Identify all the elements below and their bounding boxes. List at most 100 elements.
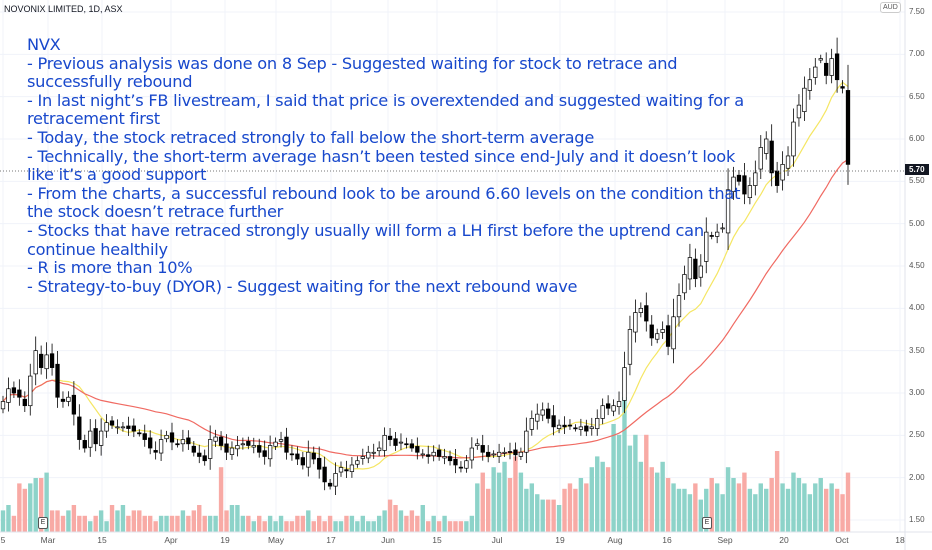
candle-body bbox=[191, 445, 196, 453]
volume-bar bbox=[475, 483, 480, 532]
candle-body bbox=[180, 439, 186, 445]
candle-body bbox=[284, 436, 289, 453]
volume-bar bbox=[355, 521, 360, 532]
volume-bar bbox=[682, 488, 687, 532]
moving-average-line bbox=[2, 158, 849, 459]
current-price-label: 5.70 bbox=[905, 164, 929, 175]
candle-body bbox=[22, 398, 27, 407]
candle-body bbox=[524, 430, 529, 453]
volume-bar bbox=[769, 478, 774, 532]
volume-bar bbox=[33, 478, 38, 532]
candle-body bbox=[655, 333, 660, 340]
candle-body bbox=[77, 416, 82, 440]
volume-bar bbox=[322, 521, 327, 532]
volume-bar bbox=[622, 397, 627, 532]
volume-bar bbox=[589, 467, 594, 532]
volume-bar bbox=[469, 515, 475, 532]
volume-bar bbox=[115, 510, 120, 532]
candle-body bbox=[322, 466, 327, 483]
candle-body bbox=[638, 307, 643, 313]
candle-body bbox=[404, 443, 409, 446]
volume-bar bbox=[584, 483, 589, 532]
candle-body bbox=[665, 325, 671, 347]
volume-bar bbox=[665, 478, 671, 532]
annotation-line: like it’s a good support bbox=[27, 165, 207, 185]
price-tick-label: 2.50 bbox=[909, 430, 925, 440]
volume-bar bbox=[11, 515, 17, 532]
volume-bar bbox=[300, 515, 306, 532]
volume-bar bbox=[535, 494, 540, 532]
volume-bars bbox=[0, 397, 851, 532]
volume-bar bbox=[71, 505, 77, 532]
volume-bar bbox=[753, 494, 758, 532]
candle-body bbox=[208, 439, 213, 459]
candle-body bbox=[371, 451, 376, 454]
annotation-line: - In last night’s FB livestream, I said … bbox=[27, 90, 744, 110]
volume-bar bbox=[442, 515, 447, 532]
candle-body bbox=[393, 438, 398, 446]
volume-bar bbox=[66, 510, 71, 532]
candle-body bbox=[529, 418, 534, 430]
volume-bar bbox=[616, 434, 622, 532]
candle-body bbox=[546, 408, 551, 419]
candle-body bbox=[115, 426, 120, 429]
candle-body bbox=[104, 422, 109, 432]
volume-bar bbox=[834, 488, 840, 532]
volume-bar bbox=[147, 515, 153, 532]
candle-body bbox=[142, 433, 147, 440]
candle-body bbox=[715, 231, 720, 237]
volume-bar bbox=[447, 521, 453, 532]
earnings-marker[interactable]: E bbox=[38, 517, 48, 529]
candle-body bbox=[556, 424, 562, 429]
volume-bar bbox=[207, 515, 213, 532]
volume-bar bbox=[164, 515, 169, 532]
candle-body bbox=[709, 235, 714, 237]
volume-bar bbox=[458, 521, 464, 532]
candle-body bbox=[693, 258, 698, 280]
volume-bar bbox=[436, 521, 442, 532]
volume-bar bbox=[257, 515, 262, 532]
volume-bar bbox=[398, 510, 404, 532]
volume-bar bbox=[720, 494, 725, 532]
date-tick-label: Aug bbox=[607, 535, 623, 545]
analysis-annotation[interactable]: NVX - Previous analysis was done on 8 Sep… bbox=[27, 35, 744, 296]
candle-body bbox=[475, 443, 480, 446]
candle-body bbox=[480, 445, 485, 453]
candle-body bbox=[622, 367, 627, 401]
currency-badge[interactable]: AUD bbox=[880, 2, 901, 13]
candle-body bbox=[382, 434, 387, 451]
candle-body bbox=[0, 401, 6, 410]
candle-body bbox=[317, 457, 322, 470]
volume-bar bbox=[175, 515, 180, 532]
volume-bar bbox=[704, 488, 709, 532]
annotation-line: the stock doesn’t retrace further bbox=[27, 202, 284, 222]
candle-body bbox=[338, 467, 344, 473]
candle-body bbox=[137, 432, 142, 435]
candle-body bbox=[88, 430, 93, 448]
candle-body bbox=[158, 439, 164, 454]
annotation-line: - Strategy-to-buy (DYOR) - Suggest waiti… bbox=[27, 276, 578, 296]
candle-body bbox=[153, 450, 158, 453]
candle-body bbox=[295, 453, 300, 460]
volume-bar bbox=[295, 515, 300, 532]
candle-body bbox=[202, 455, 207, 462]
volume-bar bbox=[77, 515, 82, 532]
volume-bar bbox=[611, 424, 616, 532]
volume-bar bbox=[709, 478, 714, 532]
candle-body bbox=[409, 443, 415, 449]
volume-bar bbox=[829, 483, 834, 532]
candle-body bbox=[627, 329, 633, 365]
price-tick-label: 4.50 bbox=[909, 261, 925, 270]
candle-body bbox=[845, 90, 851, 165]
volume-bar bbox=[82, 515, 87, 532]
candle-body bbox=[300, 457, 305, 466]
volume-bar bbox=[137, 510, 142, 532]
date-tick-label: 18 bbox=[895, 535, 905, 545]
date-tick-label: Sep bbox=[717, 535, 733, 545]
candle-body bbox=[595, 418, 600, 429]
volume-bar bbox=[562, 488, 567, 532]
volume-bar bbox=[638, 461, 644, 532]
earnings-marker[interactable]: E bbox=[702, 517, 712, 529]
volume-bar bbox=[169, 515, 175, 532]
